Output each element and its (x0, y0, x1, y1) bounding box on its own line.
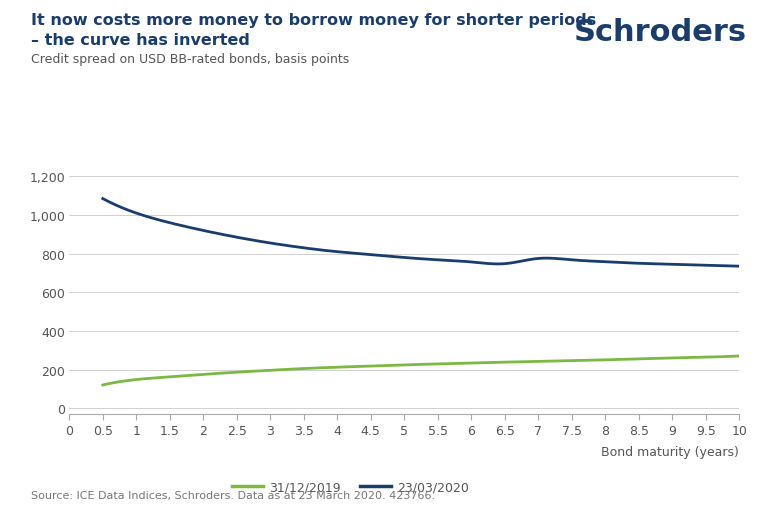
23/03/2020 (100, 197, 109, 204)
31/12/2019 (634, 356, 644, 362)
31/12/2019 (477, 360, 487, 366)
31/12/2019 (735, 353, 744, 359)
Line: 23/03/2020: 23/03/2020 (102, 199, 739, 267)
23/03/2020 (487, 261, 497, 267)
23/03/2020 (98, 196, 107, 202)
Legend: 31/12/2019, 23/03/2020: 31/12/2019, 23/03/2020 (227, 476, 474, 499)
23/03/2020 (634, 261, 644, 267)
23/03/2020 (477, 261, 487, 267)
Text: Credit spread on USD BB-rated bonds, basis points: Credit spread on USD BB-rated bonds, bas… (31, 53, 349, 66)
31/12/2019 (675, 355, 685, 361)
Text: Bond maturity (years): Bond maturity (years) (601, 445, 739, 458)
Text: Source: ICE Data Indices, Schroders. Data as at 23 March 2020. 423766.: Source: ICE Data Indices, Schroders. Dat… (31, 490, 435, 500)
31/12/2019 (475, 360, 484, 366)
31/12/2019 (98, 382, 107, 388)
Line: 31/12/2019: 31/12/2019 (102, 356, 739, 385)
23/03/2020 (735, 264, 744, 270)
31/12/2019 (100, 382, 109, 388)
31/12/2019 (487, 360, 497, 366)
23/03/2020 (475, 260, 484, 266)
Text: – the curve has inverted: – the curve has inverted (31, 33, 249, 48)
Text: It now costs more money to borrow money for shorter periods: It now costs more money to borrow money … (31, 13, 596, 28)
23/03/2020 (675, 262, 685, 268)
Text: Schroders: Schroders (574, 18, 747, 46)
